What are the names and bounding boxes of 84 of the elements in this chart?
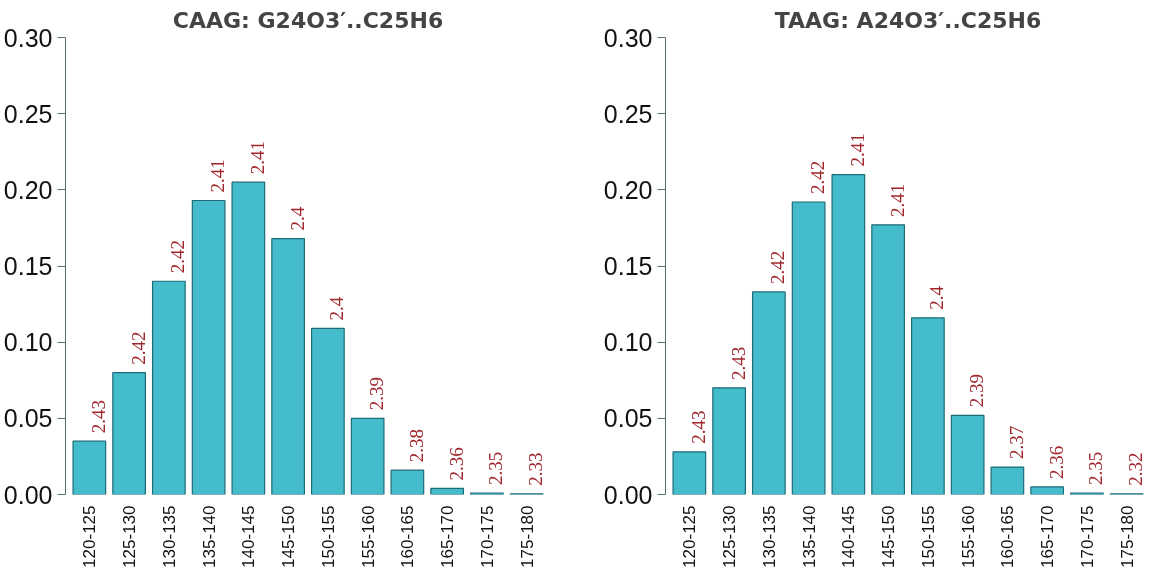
x-tick-label: 155-160 xyxy=(958,505,978,568)
x-tick-label: 140-145 xyxy=(239,505,259,568)
x-tick-label: 140-145 xyxy=(839,505,859,568)
annotation: 2.39 xyxy=(966,374,988,408)
annotation: 2.4 xyxy=(926,285,948,310)
x-tick-label: 160-165 xyxy=(998,505,1018,568)
bar xyxy=(751,291,786,495)
y-tick-label: 0.20 xyxy=(3,175,53,204)
bar xyxy=(310,327,345,495)
bar xyxy=(871,224,906,495)
x-tick-label: 175-180 xyxy=(517,505,537,568)
x-tick-label: 135-140 xyxy=(199,505,219,568)
x-tick-label: 155-160 xyxy=(358,505,378,568)
y-tick-label: 0.25 xyxy=(3,99,53,128)
annotation: 2.42 xyxy=(767,250,789,284)
bar xyxy=(990,466,1025,495)
annotation: 2.41 xyxy=(246,140,268,175)
x-tick-label: 170-175 xyxy=(1077,505,1097,568)
x-tick-label: 165-170 xyxy=(438,505,458,568)
x-tick-label: 120-125 xyxy=(80,505,100,568)
annotation: 2.43 xyxy=(687,410,709,444)
bar xyxy=(72,440,107,495)
annotation: 2.42 xyxy=(807,160,829,195)
annotation: 2.38 xyxy=(405,428,427,463)
bar xyxy=(712,387,747,495)
x-tick-label: 125-130 xyxy=(720,505,740,568)
y-tick-label: 0.15 xyxy=(3,252,53,280)
annotation: 2.43 xyxy=(87,399,109,434)
bar xyxy=(191,199,226,495)
x-tick-label: 165-170 xyxy=(1038,505,1058,568)
bar xyxy=(1030,486,1065,495)
y-tick-label: 0.10 xyxy=(3,328,53,357)
y-tick-label: 0.30 xyxy=(603,23,653,52)
x-tick-label: 170-175 xyxy=(477,505,497,568)
annotation: 2.39 xyxy=(366,377,388,411)
annotation: 2.35 xyxy=(1085,451,1107,485)
annotation: 2.32 xyxy=(1125,452,1147,486)
x-tick-label: 130-135 xyxy=(759,505,779,568)
bar xyxy=(950,414,985,495)
annotation: 2.36 xyxy=(445,447,467,481)
x-tick-label: 125-130 xyxy=(120,505,140,568)
annotation: 2.43 xyxy=(727,346,749,380)
bar xyxy=(350,417,385,495)
x-tick-label: 150-155 xyxy=(918,505,938,568)
x-tick-label: 150-155 xyxy=(318,505,338,568)
bar xyxy=(831,174,866,495)
annotation: 2.42 xyxy=(167,239,189,274)
annotation: 2.37 xyxy=(1005,425,1027,460)
x-tick-label: 135-140 xyxy=(799,505,819,568)
x-tick-label: 130-135 xyxy=(159,505,179,568)
annotation: 2.41 xyxy=(846,133,868,167)
y-tick-label: 0.15 xyxy=(603,252,653,280)
y-tick-label: 0.05 xyxy=(603,404,653,433)
y-tick-label: 0.30 xyxy=(3,23,53,52)
bar xyxy=(390,469,425,495)
bar xyxy=(430,487,465,495)
bar xyxy=(151,280,186,495)
annotation: 2.36 xyxy=(1045,445,1067,479)
chart-title: CAAG: G24O3′..C25H6 xyxy=(172,7,444,33)
y-tick-label: 0.20 xyxy=(603,175,653,204)
y-tick-label: 0.05 xyxy=(3,404,53,433)
annotation: 2.33 xyxy=(525,452,547,486)
annotation: 2.41 xyxy=(207,159,229,193)
bar xyxy=(672,451,707,495)
annotation: 2.35 xyxy=(485,451,507,485)
bar xyxy=(910,317,945,495)
y-tick-label: 0.25 xyxy=(603,99,653,128)
annotation: 2.41 xyxy=(886,183,908,217)
chart-title: TAAG: A24O3′..C25H6 xyxy=(774,7,1042,33)
bar xyxy=(231,181,266,495)
annotation: 2.4 xyxy=(326,296,348,321)
x-tick-label: 145-150 xyxy=(279,505,299,568)
x-tick-label: 160-165 xyxy=(398,505,418,568)
y-tick-label: 0.10 xyxy=(603,328,653,357)
x-tick-label: 145-150 xyxy=(879,505,899,568)
annotation: 2.42 xyxy=(127,331,149,365)
y-tick-label: 0.00 xyxy=(3,480,53,509)
bar xyxy=(791,201,826,495)
x-tick-label: 120-125 xyxy=(680,505,700,568)
annotation: 2.4 xyxy=(286,206,308,231)
bar xyxy=(271,237,306,495)
x-tick-label: 175-180 xyxy=(1117,505,1137,568)
y-tick-label: 0.00 xyxy=(603,480,653,509)
bar xyxy=(112,372,147,495)
